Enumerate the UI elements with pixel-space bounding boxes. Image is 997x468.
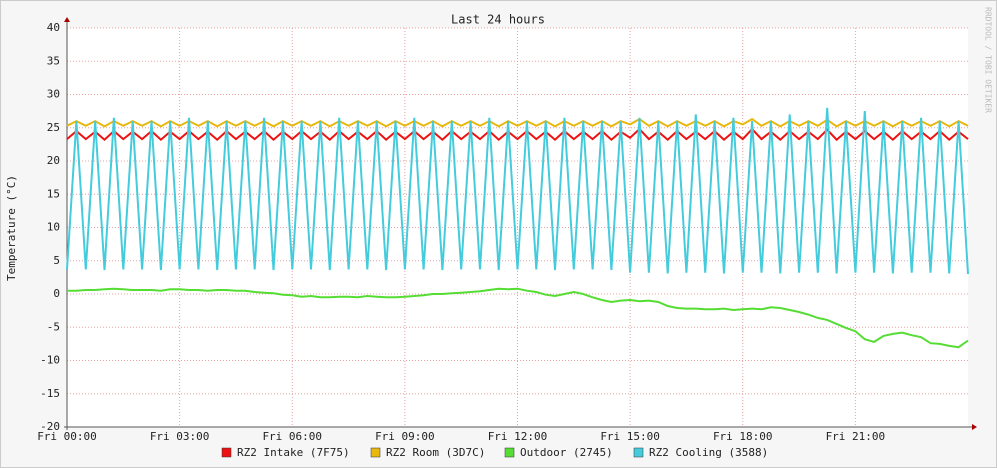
y-tick-label: 40 bbox=[47, 21, 60, 34]
y-tick-label: 10 bbox=[47, 221, 60, 234]
legend-label: Outdoor (2745) bbox=[520, 446, 613, 459]
y-tick-label: 0 bbox=[53, 287, 60, 300]
y-tick-label: 20 bbox=[47, 154, 60, 167]
legend-swatch bbox=[504, 447, 515, 458]
axis-arrow bbox=[64, 17, 70, 22]
y-axis-label: Temperature (°C) bbox=[5, 175, 18, 281]
y-tick-label: 15 bbox=[47, 187, 60, 200]
y-tick-label: 35 bbox=[47, 54, 60, 67]
y-tick-label: -10 bbox=[40, 354, 60, 367]
legend-swatch bbox=[221, 447, 232, 458]
legend-label: RZ2 Intake (7F75) bbox=[237, 446, 350, 459]
x-tick-label: Fri 12:00 bbox=[488, 430, 548, 443]
series-line bbox=[66, 127, 969, 142]
series-line bbox=[67, 287, 969, 349]
x-tick-label: Fri 00:00 bbox=[37, 430, 97, 443]
legend-label: RZ2 Cooling (3588) bbox=[649, 446, 768, 459]
y-tick-label: -15 bbox=[40, 387, 60, 400]
watermark: RRDTOOL / TOBI OETIKER bbox=[984, 7, 993, 113]
y-tick-label: -20 bbox=[40, 420, 60, 433]
chart-title: Last 24 hours bbox=[451, 13, 545, 27]
x-tick-label: Fri 09:00 bbox=[375, 430, 435, 443]
y-tick-label: -5 bbox=[47, 320, 60, 333]
y-tick-label: 25 bbox=[47, 121, 60, 134]
axis-arrow bbox=[972, 424, 977, 430]
y-tick-label: 5 bbox=[53, 254, 60, 267]
series-line bbox=[66, 117, 969, 128]
legend-label: RZ2 Room (3D7C) bbox=[386, 446, 485, 459]
y-tick-label: 30 bbox=[47, 88, 60, 101]
x-tick-label: Fri 03:00 bbox=[150, 430, 210, 443]
legend-swatch bbox=[633, 447, 644, 458]
x-tick-label: Fri 15:00 bbox=[600, 430, 660, 443]
series-line bbox=[66, 107, 969, 275]
legend-swatch bbox=[370, 447, 381, 458]
x-tick-label: Fri 21:00 bbox=[826, 430, 886, 443]
x-tick-label: Fri 18:00 bbox=[713, 430, 773, 443]
x-tick-label: Fri 06:00 bbox=[262, 430, 322, 443]
